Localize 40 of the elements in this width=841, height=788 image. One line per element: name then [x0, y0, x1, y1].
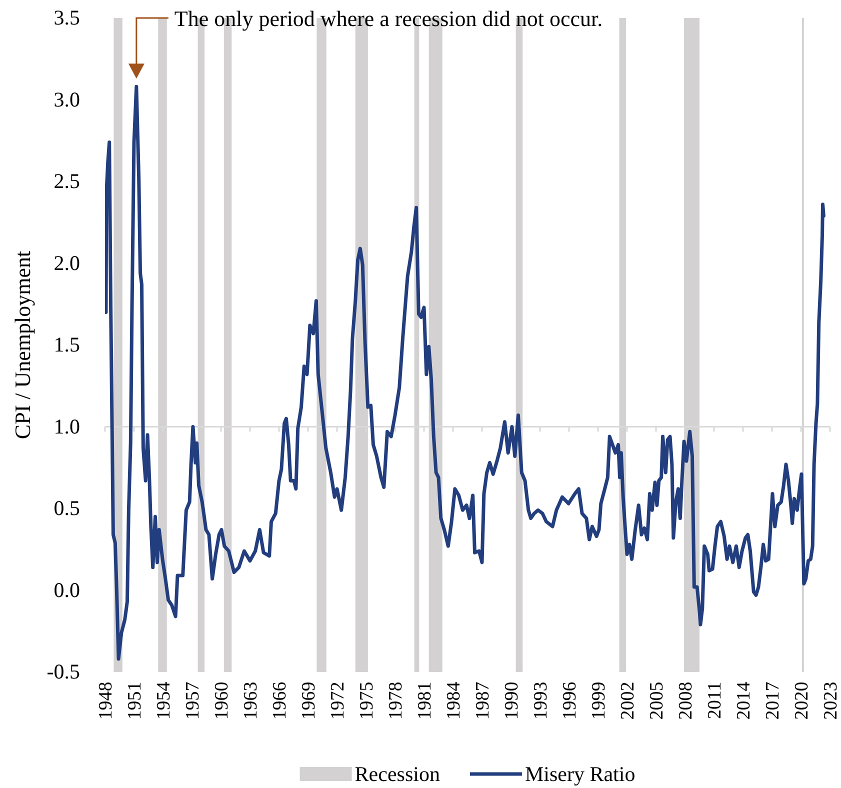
line-series	[105, 84, 826, 661]
legend-label: Misery Ratio	[524, 762, 636, 786]
y-tick-label: 2.0	[54, 250, 80, 275]
x-tick-label: 1996	[560, 682, 581, 720]
x-tick-label: 1981	[414, 682, 436, 720]
x-tick-label: 1978	[386, 682, 407, 720]
x-tick-label: 2008	[676, 682, 697, 720]
legend-label: Recession	[354, 762, 440, 786]
x-tick-label: 1993	[530, 682, 552, 720]
x-tick-label: 2020	[792, 682, 813, 720]
y-tick-label: -0.5	[46, 660, 80, 684]
x-tick-label: 1972	[328, 682, 349, 720]
y-tick-label: 2.5	[54, 169, 80, 194]
x-tick-label: 2002	[618, 682, 639, 720]
x-tick-label: 1960	[212, 682, 233, 720]
x-tick-label: 1984	[444, 681, 465, 720]
x-tick-label: 1975	[356, 682, 378, 720]
y-tick-label: 1.0	[54, 414, 80, 438]
x-tick-label: 2011	[704, 682, 726, 719]
y-tick-label: 3.0	[54, 87, 80, 112]
x-tick-label: 2017	[762, 682, 784, 720]
y-tick-label: 1.5	[54, 332, 80, 357]
x-tick-label: 2005	[646, 682, 668, 720]
x-tick-label: 1999	[588, 682, 610, 720]
x-tick-label: 1951	[124, 682, 146, 720]
x-tick-label: 1990	[502, 682, 523, 720]
y-axis-title: CPI / Unemployment	[10, 250, 35, 440]
annotation: The only period where a recession did not occur.	[174, 6, 603, 31]
y-tick-label: 0.0	[54, 578, 80, 602]
x-tick-label: 1948	[96, 682, 117, 720]
x-tick-label: 1987	[472, 682, 494, 720]
x-tick-label: 1966	[270, 682, 291, 720]
x-tick-label: 1963	[240, 682, 262, 720]
x-tick-label: 1954	[154, 681, 175, 720]
x-tick-label: 1957	[182, 682, 204, 720]
x-tick-label: 2014	[734, 681, 755, 720]
y-tick-label: 0.5	[54, 496, 80, 520]
x-tick-label: 2023	[820, 682, 841, 720]
x-tick-label: 1969	[298, 682, 320, 720]
y-tick-label: 3.5	[54, 6, 80, 30]
